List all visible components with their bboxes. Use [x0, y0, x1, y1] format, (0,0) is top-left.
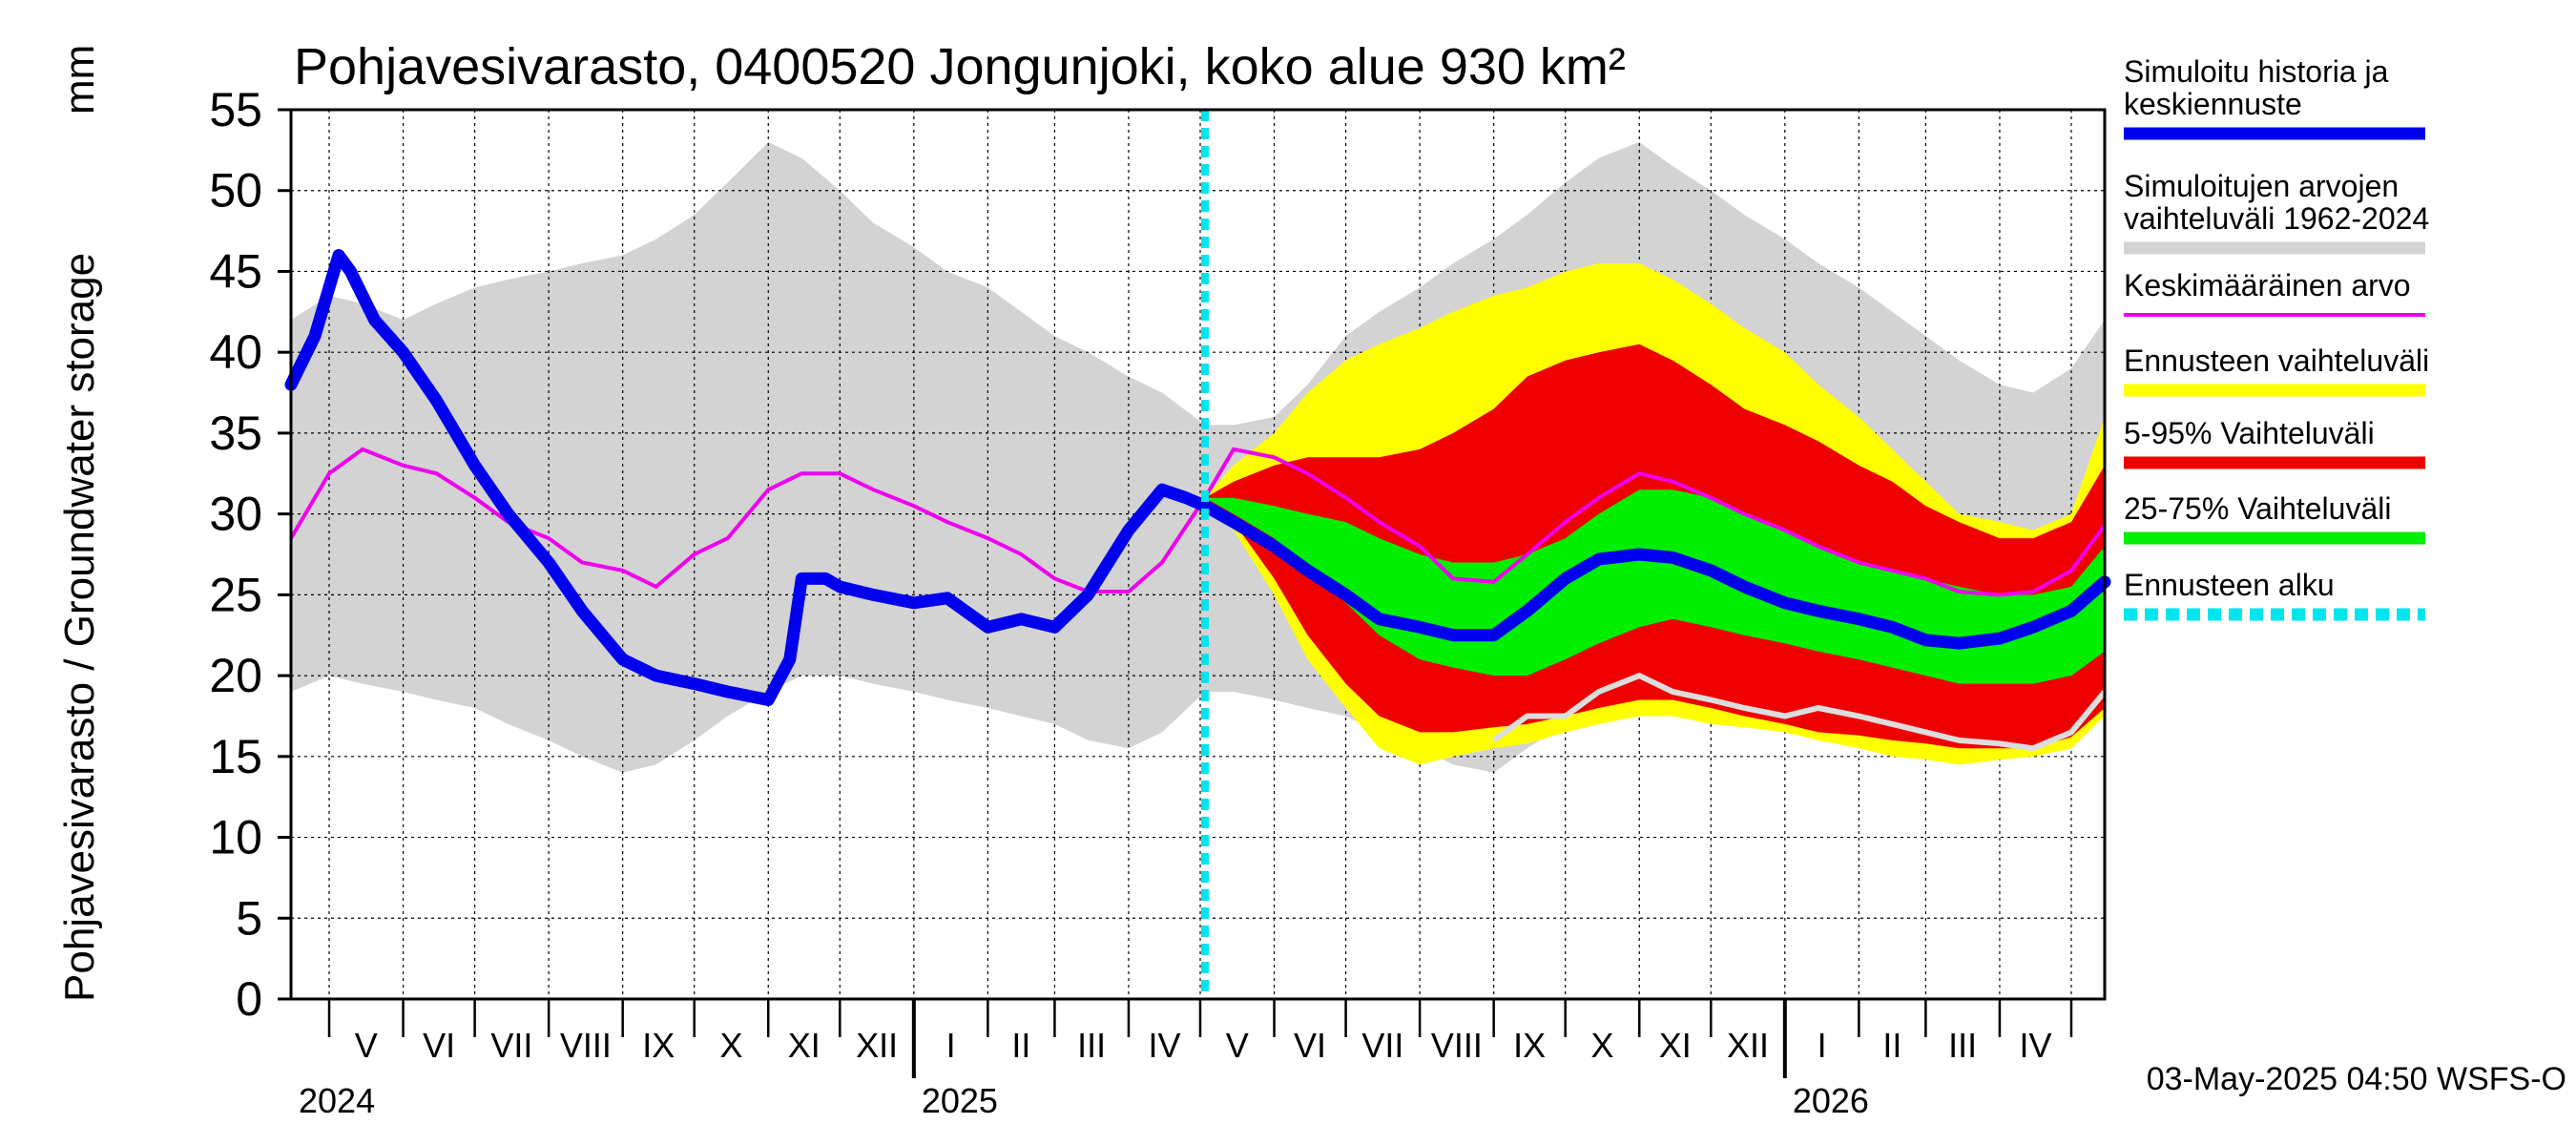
- legend-label: Ennusteen vaihteluväli: [2124, 344, 2429, 378]
- legend-label: Keskimääräinen arvo: [2124, 268, 2411, 302]
- y-axis-label: Pohjavesivarasto / Groundwater storage: [56, 253, 103, 1002]
- x-year-label: 2025: [922, 1081, 998, 1120]
- legend-label: 5-95% Vaihteluväli: [2124, 416, 2375, 450]
- x-month-label: XI: [1659, 1026, 1692, 1065]
- legend-label: 25-75% Vaihteluväli: [2124, 491, 2391, 526]
- legend-item: Keskimääräinen arvo: [2124, 268, 2425, 317]
- legend-item: Simuloitu historia ja keskiennuste: [2124, 54, 2425, 140]
- legend-label: Simuloitu historia ja keskiennuste: [2124, 54, 2389, 121]
- x-month-label: II: [1011, 1026, 1030, 1065]
- y-tick-label: 25: [209, 568, 262, 621]
- x-month-label: VII: [490, 1026, 532, 1065]
- x-year-label: 2024: [299, 1081, 375, 1120]
- y-tick-label: 5: [236, 891, 262, 945]
- y-tick-label: 15: [209, 730, 262, 783]
- x-month-label: X: [1590, 1026, 1613, 1065]
- x-month-label: II: [1882, 1026, 1901, 1065]
- legend-item: Simuloitujen arvojen vaihteluväli 1962-20…: [2124, 169, 2429, 255]
- footer-timestamp: 03-May-2025 04:50 WSFS-O: [2147, 1061, 2566, 1097]
- y-tick-label: 35: [209, 406, 262, 460]
- x-month-label: VII: [1361, 1026, 1403, 1065]
- legend-item: 5-95% Vaihteluväli: [2124, 416, 2425, 469]
- y-tick-label: 10: [209, 811, 262, 864]
- x-month-label: VI: [1294, 1026, 1326, 1065]
- x-month-label: I: [1818, 1026, 1827, 1065]
- legend-label: Ennusteen alku: [2124, 568, 2335, 602]
- y-tick-label: 20: [209, 649, 262, 702]
- x-month-label: X: [719, 1026, 742, 1065]
- history-forecast-line: [284, 249, 2111, 706]
- y-tick-label: 55: [209, 83, 262, 136]
- x-month-label: IV: [1148, 1026, 1180, 1065]
- forecast-min-line: [1491, 672, 2108, 752]
- x-month-label: XII: [1727, 1026, 1769, 1065]
- legend-item: 25-75% Vaihteluväli: [2124, 491, 2425, 545]
- y-tick-label: 30: [209, 488, 262, 541]
- x-month-label: VI: [423, 1026, 455, 1065]
- y-tick-label: 40: [209, 325, 262, 379]
- y-tick-label: 50: [209, 164, 262, 218]
- legend-label: Simuloitujen arvojen vaihteluväli 1962-20…: [2124, 169, 2429, 236]
- x-month-label: V: [1226, 1026, 1249, 1065]
- y-tick-label: 45: [209, 244, 262, 298]
- chart-title: Pohjavesivarasto, 0400520 Jongunjoki, ko…: [294, 38, 1626, 95]
- x-month-label: IX: [642, 1026, 675, 1065]
- x-month-label: III: [1077, 1026, 1106, 1065]
- x-month-label: VIII: [1431, 1026, 1483, 1065]
- x-month-label: XII: [856, 1026, 898, 1065]
- legend-item: Ennusteen alku: [2124, 568, 2425, 621]
- x-year-label: 2026: [1793, 1081, 1869, 1120]
- legend: Simuloitu historia ja keskiennuste Simuloi…: [2124, 54, 2429, 621]
- x-month-label: XI: [788, 1026, 821, 1065]
- y-axis-unit: mm: [56, 45, 103, 114]
- plot-frame: [289, 108, 2107, 1001]
- x-month-label: V: [355, 1026, 378, 1065]
- x-month-label: IX: [1513, 1026, 1546, 1065]
- legend-item: Ennusteen vaihteluväli: [2124, 344, 2429, 397]
- x-month-label: III: [1948, 1026, 1977, 1065]
- x-month-label: IV: [2019, 1026, 2051, 1065]
- x-month-label: VIII: [560, 1026, 612, 1065]
- x-month-label: I: [946, 1026, 956, 1065]
- y-tick-label: 0: [236, 972, 262, 1026]
